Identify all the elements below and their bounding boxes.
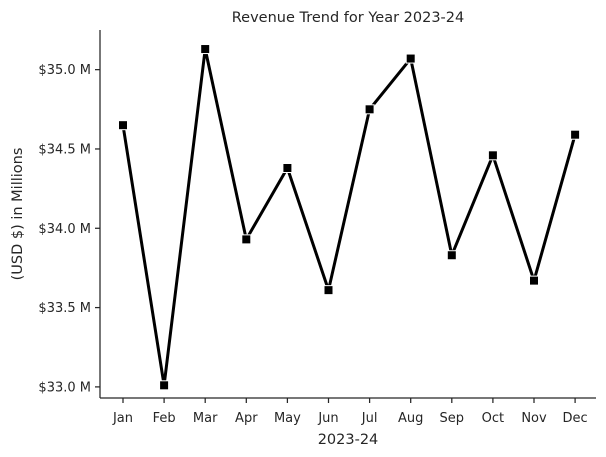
x-tick-label: Sep <box>440 411 465 426</box>
x-axis-label: 2023-24 <box>318 432 379 448</box>
x-tick-label: May <box>274 411 301 426</box>
x-tick-label: Jan <box>112 411 133 426</box>
data-point-jun <box>323 285 334 296</box>
x-tick-label: Nov <box>521 411 547 426</box>
y-tick-label: $35.0 M <box>38 63 91 78</box>
data-point-jul <box>364 104 375 115</box>
x-tick-label: Mar <box>193 411 218 426</box>
y-tick-label: $33.0 M <box>38 380 91 395</box>
series-revenue <box>118 44 581 391</box>
x-tick-label: Oct <box>482 411 504 426</box>
x-tick-label: Jun <box>317 411 338 426</box>
x-axis: Jan Feb Mar Apr May Jun Jul Aug Sep Oct Nov Dec <box>112 398 588 426</box>
data-point-apr <box>241 234 252 245</box>
y-axis: $33.0 M $33.5 M $34.0 M $34.5 M $35.0 M <box>38 63 100 395</box>
x-tick-label: Feb <box>153 411 176 426</box>
data-point-dec <box>570 129 581 140</box>
data-point-jan <box>118 120 128 131</box>
data-point-feb <box>159 380 170 391</box>
y-tick-label: $33.5 M <box>38 301 91 316</box>
chart-title: Revenue Trend for Year 2023-24 <box>232 10 465 26</box>
y-tick-label: $34.0 M <box>38 222 91 237</box>
data-point-aug <box>405 53 416 64</box>
data-point-may <box>282 163 293 173</box>
data-point-sep <box>446 250 457 261</box>
x-tick-label: Aug <box>398 411 423 426</box>
data-point-oct <box>487 150 498 161</box>
series-line <box>121 47 577 387</box>
y-axis-label: (USD $) in Millions <box>10 148 26 281</box>
y-tick-label: $34.5 M <box>38 142 91 157</box>
x-tick-label: Dec <box>563 411 588 426</box>
data-point-nov <box>529 275 539 286</box>
data-point-mar <box>200 44 211 55</box>
x-tick-label: Apr <box>235 411 258 426</box>
x-tick-label: Jul <box>361 411 378 426</box>
